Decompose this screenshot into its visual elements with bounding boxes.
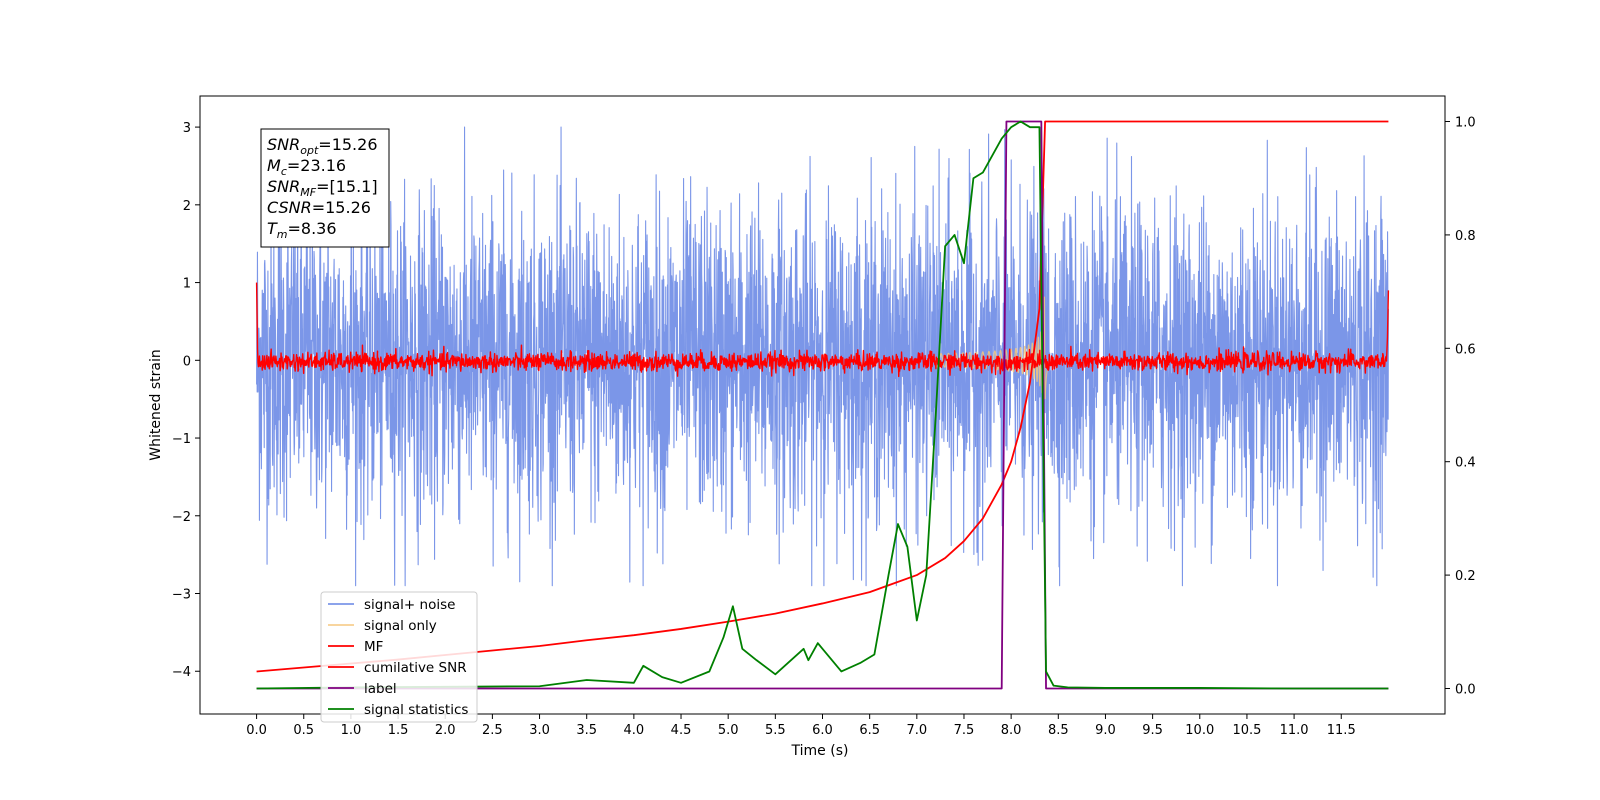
x-tick-label: 10.0 (1185, 723, 1214, 738)
x-tick-label: 9.5 (1142, 723, 1163, 738)
legend-label: signal+ noise (364, 597, 455, 613)
x-tick-label: 7.5 (954, 723, 975, 738)
x-tick-label: 4.0 (624, 723, 645, 738)
x-tick-label: 3.0 (529, 723, 550, 738)
annotation-line: Tm=8.36 (267, 219, 337, 241)
annotation-frame (260, 128, 390, 248)
y2-tick-label: 0.2 (1455, 569, 1476, 584)
y2-tick-label: 0.4 (1455, 456, 1476, 471)
y-tick-label: 3 (183, 121, 191, 136)
y2-tick-label: 0.8 (1455, 229, 1476, 244)
x-tick-label: 11.0 (1280, 723, 1309, 738)
x-tick-label: 0.0 (246, 723, 267, 738)
x-axis-label: Time (s) (791, 743, 849, 759)
x-tick-label: 5.5 (765, 723, 786, 738)
y-tick-label: −2 (172, 510, 191, 525)
y-tick-label: 2 (183, 199, 191, 214)
x-tick-label: 5.0 (718, 723, 739, 738)
x-tick-label: 2.5 (482, 723, 503, 738)
legend-label: signal only (364, 618, 437, 634)
x-tick-label: 3.5 (576, 723, 597, 738)
x-tick-label: 7.0 (906, 723, 927, 738)
annotation-box: SNRopt=15.26Mc=23.16SNRMF=[15.1]CSNR=15.… (260, 128, 390, 248)
legend-frame (320, 591, 478, 723)
x-tick-label: 2.0 (435, 723, 456, 738)
x-tick-label: 4.5 (671, 723, 692, 738)
y-tick-label: −1 (172, 432, 191, 447)
y2-tick-label: 0.6 (1455, 342, 1476, 357)
legend-label: label (364, 681, 397, 697)
y-tick-label: −3 (172, 588, 191, 603)
y-tick-label: 0 (183, 354, 191, 369)
x-tick-label: 8.0 (1001, 723, 1022, 738)
series-signal-statistics (256, 120, 1389, 690)
x-tick-label: 6.0 (812, 723, 833, 738)
series-mf (255, 282, 1390, 378)
x-tick-label: 11.5 (1327, 723, 1356, 738)
x-tick-label: 0.5 (293, 723, 314, 738)
axes: 0.0 0.5 1.0 1.5 2.0 2.5 3.0 3.5 4.0 4.5 5.0 5.5 6.0 6… (172, 116, 1476, 738)
annotation-line: SNRopt=15.26 (267, 135, 378, 157)
legend: signal+ noise signal only MF cumilative SNR… (320, 591, 478, 723)
x-tick-label: 6.5 (859, 723, 880, 738)
y-tick-label: 1 (183, 277, 191, 292)
legend-label: signal statistics (364, 702, 468, 718)
legend-label: cumilative SNR (364, 660, 467, 676)
x-tick-label: 8.5 (1048, 723, 1069, 738)
y-axis-label: Whitened strain (148, 349, 164, 460)
y-tick-label: −4 (172, 665, 191, 680)
y2-tick-label: 0.0 (1455, 682, 1476, 697)
x-tick-label: 9.0 (1095, 723, 1116, 738)
x-tick-label: 1.5 (388, 723, 409, 738)
y2-tick-label: 1.0 (1455, 116, 1476, 131)
x-tick-label: 1.0 (341, 723, 362, 738)
legend-label: MF (364, 639, 383, 655)
x-tick-label: 10.5 (1232, 723, 1261, 738)
annotation-line: Mc=23.16 (267, 156, 346, 178)
annotation-line: SNRMF=[15.1] (267, 177, 378, 199)
annotation-line: CSNR=15.26 (267, 198, 371, 217)
